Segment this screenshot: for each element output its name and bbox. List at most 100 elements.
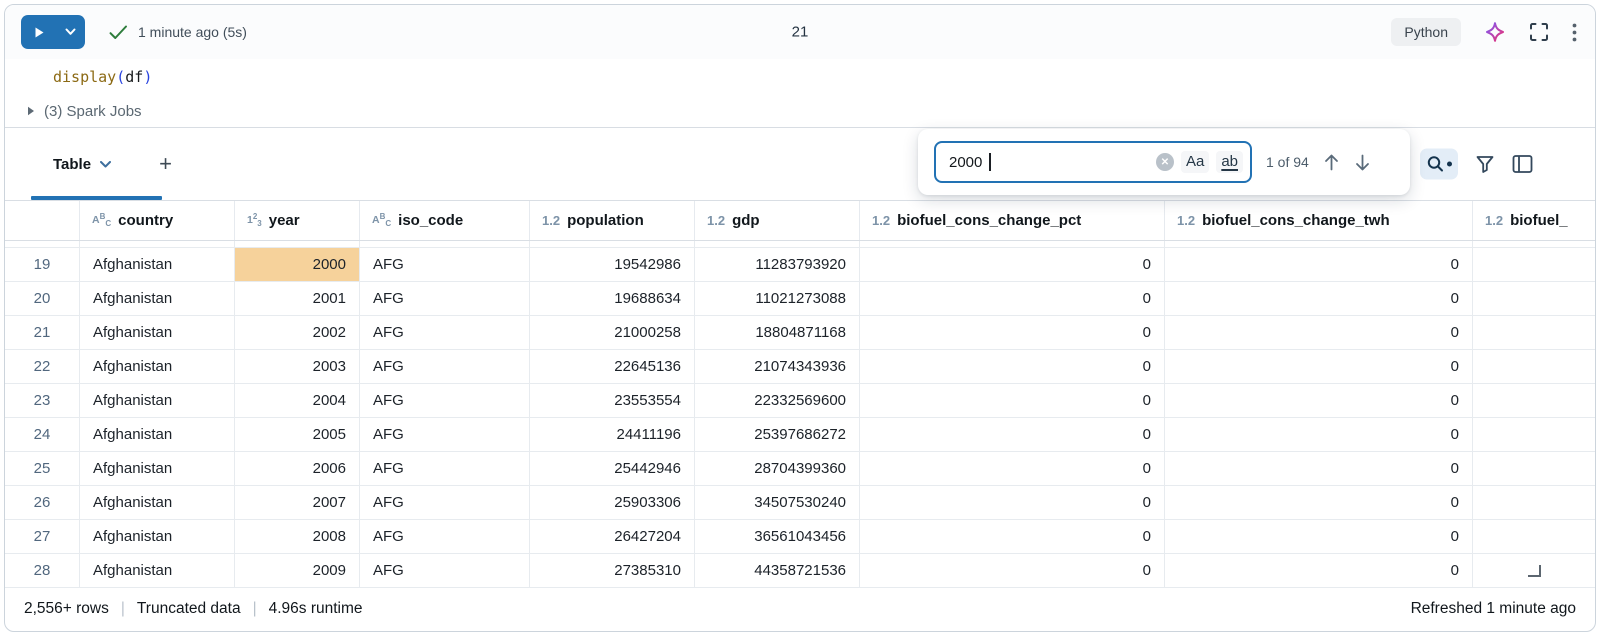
search-toggle-button[interactable] xyxy=(1420,148,1458,180)
cell-iso_code-21[interactable]: AFG xyxy=(360,316,530,349)
column-header-biofuel_cons_change_pct[interactable]: 1.2 biofuel_cons_change_pct xyxy=(860,201,1165,240)
cell-population-24[interactable]: 24411196 xyxy=(530,418,695,451)
cell-iso_code-22[interactable]: AFG xyxy=(360,350,530,383)
cell-population-27[interactable]: 26427204 xyxy=(530,520,695,553)
row-number[interactable]: 27 xyxy=(5,520,80,553)
run-button[interactable] xyxy=(21,15,56,49)
cell-biofuel_cons_change_pct-26[interactable]: 0 xyxy=(860,486,1165,519)
cell-year-19[interactable]: 2000 xyxy=(235,248,360,281)
previous-match-button[interactable] xyxy=(1323,153,1340,172)
cell-biofuel_cons_change_pct-21[interactable]: 0 xyxy=(860,316,1165,349)
cell-biofuel_-21[interactable] xyxy=(1473,316,1595,349)
cell-biofuel_cons_change_twh-24[interactable]: 0 xyxy=(1165,418,1473,451)
cell-biofuel_-25[interactable] xyxy=(1473,452,1595,485)
row-number[interactable]: 23 xyxy=(5,384,80,417)
run-options-dropdown[interactable] xyxy=(56,15,85,49)
cell-gdp-23[interactable]: 22332569600 xyxy=(695,384,860,417)
cell-country-23[interactable]: Afghanistan xyxy=(80,384,235,417)
cell-biofuel_cons_change_twh-22[interactable]: 0 xyxy=(1165,350,1473,383)
cell-population-22[interactable]: 22645136 xyxy=(530,350,695,383)
cell-biofuel_-24[interactable] xyxy=(1473,418,1595,451)
column-header-year[interactable]: 1 2 3 year xyxy=(235,201,360,240)
match-case-button[interactable]: Aa xyxy=(1180,150,1210,174)
row-number[interactable]: 22 xyxy=(5,350,80,383)
cell-biofuel_cons_change_pct-28[interactable]: 0 xyxy=(860,554,1165,587)
cell-country-25[interactable]: Afghanistan xyxy=(80,452,235,485)
cell-biofuel_cons_change_twh-26[interactable]: 0 xyxy=(1165,486,1473,519)
assistant-sparkle-icon[interactable] xyxy=(1484,21,1506,43)
cell-biofuel_cons_change_pct-23[interactable]: 0 xyxy=(860,384,1165,417)
cell-country-21[interactable]: Afghanistan xyxy=(80,316,235,349)
code-editor[interactable]: display(df) xyxy=(5,59,1595,95)
cell-gdp-20[interactable]: 11021273088 xyxy=(695,282,860,315)
cell-gdp-25[interactable]: 28704399360 xyxy=(695,452,860,485)
cell-biofuel_cons_change_twh-27[interactable]: 0 xyxy=(1165,520,1473,553)
cell-year-21[interactable]: 2002 xyxy=(235,316,360,349)
tab-table[interactable]: Table xyxy=(53,156,112,173)
cell-gdp-26[interactable]: 34507530240 xyxy=(695,486,860,519)
cell-biofuel_-28[interactable] xyxy=(1473,554,1595,587)
expand-icon[interactable] xyxy=(1529,22,1549,42)
cell-year-20[interactable]: 2001 xyxy=(235,282,360,315)
row-number[interactable]: 28 xyxy=(5,554,80,587)
cell-year-26[interactable]: 2007 xyxy=(235,486,360,519)
cell-biofuel_-26[interactable] xyxy=(1473,486,1595,519)
cell-gdp-19[interactable]: 11283793920 xyxy=(695,248,860,281)
row-number[interactable]: 20 xyxy=(5,282,80,315)
cell-biofuel_cons_change_pct-19[interactable]: 0 xyxy=(860,248,1165,281)
cell-year-23[interactable]: 2004 xyxy=(235,384,360,417)
cell-biofuel_cons_change_pct-27[interactable]: 0 xyxy=(860,520,1165,553)
cell-gdp-24[interactable]: 25397686272 xyxy=(695,418,860,451)
cell-iso_code-20[interactable]: AFG xyxy=(360,282,530,315)
kebab-menu-icon[interactable] xyxy=(1572,23,1577,42)
cell-biofuel_cons_change_twh-19[interactable]: 0 xyxy=(1165,248,1473,281)
cell-biofuel_-19[interactable] xyxy=(1473,248,1595,281)
search-input[interactable]: 2000 ✕ Aa ab xyxy=(934,141,1252,183)
row-number[interactable]: 26 xyxy=(5,486,80,519)
cell-population-26[interactable]: 25903306 xyxy=(530,486,695,519)
cell-biofuel_cons_change_pct-25[interactable]: 0 xyxy=(860,452,1165,485)
cell-biofuel_-27[interactable] xyxy=(1473,520,1595,553)
column-header-gdp[interactable]: 1.2 gdp xyxy=(695,201,860,240)
cell-year-24[interactable]: 2005 xyxy=(235,418,360,451)
cell-biofuel_-23[interactable] xyxy=(1473,384,1595,417)
cell-biofuel_cons_change_pct-24[interactable]: 0 xyxy=(860,418,1165,451)
cell-biofuel_cons_change_pct-22[interactable]: 0 xyxy=(860,350,1165,383)
cell-year-28[interactable]: 2009 xyxy=(235,554,360,587)
language-selector[interactable]: Python xyxy=(1391,18,1461,46)
spark-jobs-toggle[interactable]: (3) Spark Jobs xyxy=(5,95,1595,127)
cell-iso_code-27[interactable]: AFG xyxy=(360,520,530,553)
row-number[interactable]: 24 xyxy=(5,418,80,451)
cell-biofuel_-20[interactable] xyxy=(1473,282,1595,315)
cell-country-24[interactable]: Afghanistan xyxy=(80,418,235,451)
row-number[interactable]: 25 xyxy=(5,452,80,485)
cell-year-22[interactable]: 2003 xyxy=(235,350,360,383)
cell-iso_code-23[interactable]: AFG xyxy=(360,384,530,417)
cell-population-25[interactable]: 25442946 xyxy=(530,452,695,485)
cell-gdp-22[interactable]: 21074343936 xyxy=(695,350,860,383)
column-header-iso_code[interactable]: A B C iso_code xyxy=(360,201,530,240)
panel-toggle-button[interactable] xyxy=(1512,155,1533,174)
cell-country-26[interactable]: Afghanistan xyxy=(80,486,235,519)
cell-iso_code-28[interactable]: AFG xyxy=(360,554,530,587)
cell-year-27[interactable]: 2008 xyxy=(235,520,360,553)
cell-country-22[interactable]: Afghanistan xyxy=(80,350,235,383)
cell-population-28[interactable]: 27385310 xyxy=(530,554,695,587)
cell-population-21[interactable]: 21000258 xyxy=(530,316,695,349)
column-header-population[interactable]: 1.2 population xyxy=(530,201,695,240)
column-header-country[interactable]: A B C country xyxy=(80,201,235,240)
cell-biofuel_cons_change_pct-20[interactable]: 0 xyxy=(860,282,1165,315)
next-match-button[interactable] xyxy=(1354,153,1371,172)
row-number[interactable]: 21 xyxy=(5,316,80,349)
cell-country-20[interactable]: Afghanistan xyxy=(80,282,235,315)
cell-biofuel_cons_change_twh-20[interactable]: 0 xyxy=(1165,282,1473,315)
filter-button[interactable] xyxy=(1475,154,1495,174)
cell-population-20[interactable]: 19688634 xyxy=(530,282,695,315)
clear-search-icon[interactable]: ✕ xyxy=(1155,153,1174,171)
cell-biofuel_-22[interactable] xyxy=(1473,350,1595,383)
cell-iso_code-26[interactable]: AFG xyxy=(360,486,530,519)
cell-biofuel_cons_change_twh-25[interactable]: 0 xyxy=(1165,452,1473,485)
cell-country-28[interactable]: Afghanistan xyxy=(80,554,235,587)
cell-gdp-21[interactable]: 18804871168 xyxy=(695,316,860,349)
column-header-biofuel_cons_change_twh[interactable]: 1.2 biofuel_cons_change_twh xyxy=(1165,201,1473,240)
